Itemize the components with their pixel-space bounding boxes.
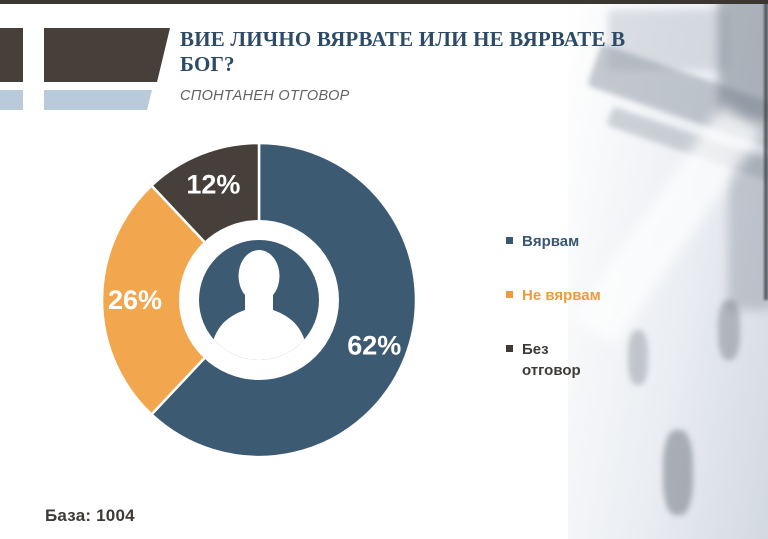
photo-detail — [718, 300, 740, 360]
legend-square-icon — [506, 345, 513, 352]
background-photo — [568, 0, 768, 539]
deco-bar-dark-left — [0, 28, 23, 82]
header: ВИЕ ЛИЧНО ВЯРВАТЕ ИЛИ НЕ ВЯРВАТЕ В БОГ? С… — [180, 27, 725, 104]
legend-square-icon — [506, 291, 513, 298]
legend-item-believe: Вярвам — [506, 231, 601, 252]
donut-chart: 62% 26% 12% — [100, 141, 418, 459]
deco-bar-dark-main — [44, 28, 170, 82]
slice-value-label: 62% — [347, 331, 401, 361]
legend-item-no-answer: Без отговор — [506, 339, 601, 381]
photo-detail — [728, 150, 768, 310]
chart-legend: Вярвам Не вярвам Без отговор — [506, 231, 601, 414]
photo-detail — [718, 0, 768, 120]
legend-label: Без отговор — [522, 341, 581, 379]
page-subtitle: СПОНТАНЕН ОТГОВОР — [180, 88, 350, 104]
page-title: ВИЕ ЛИЧНО ВЯРВАТЕ ИЛИ НЕ ВЯРВАТЕ В БОГ? — [180, 27, 725, 77]
top-accent-bar — [0, 0, 768, 4]
slice-value-label: 12% — [186, 170, 240, 200]
page-title-line1: ВИЕ ЛИЧНО ВЯРВАТЕ ИЛИ НЕ ВЯРВАТЕ В — [180, 27, 626, 51]
deco-bar-blue-left — [0, 90, 23, 110]
deco-bar-blue-main — [44, 90, 152, 110]
photo-detail — [628, 330, 648, 385]
legend-label: Вярвам — [522, 233, 580, 250]
page-title-line2: БОГ? — [180, 52, 235, 76]
legend-square-icon — [506, 237, 513, 244]
base-note: База: 1004 — [45, 506, 135, 525]
slice-labels: 62% 26% 12% — [108, 170, 401, 361]
slice-value-label: 26% — [108, 285, 162, 315]
photo-detail — [764, 0, 768, 300]
photo-detail — [663, 430, 693, 515]
person-silhouette-icon — [210, 250, 308, 360]
legend-label: Не вярвам — [522, 287, 601, 304]
legend-item-not-believe: Не вярвам — [506, 285, 601, 306]
